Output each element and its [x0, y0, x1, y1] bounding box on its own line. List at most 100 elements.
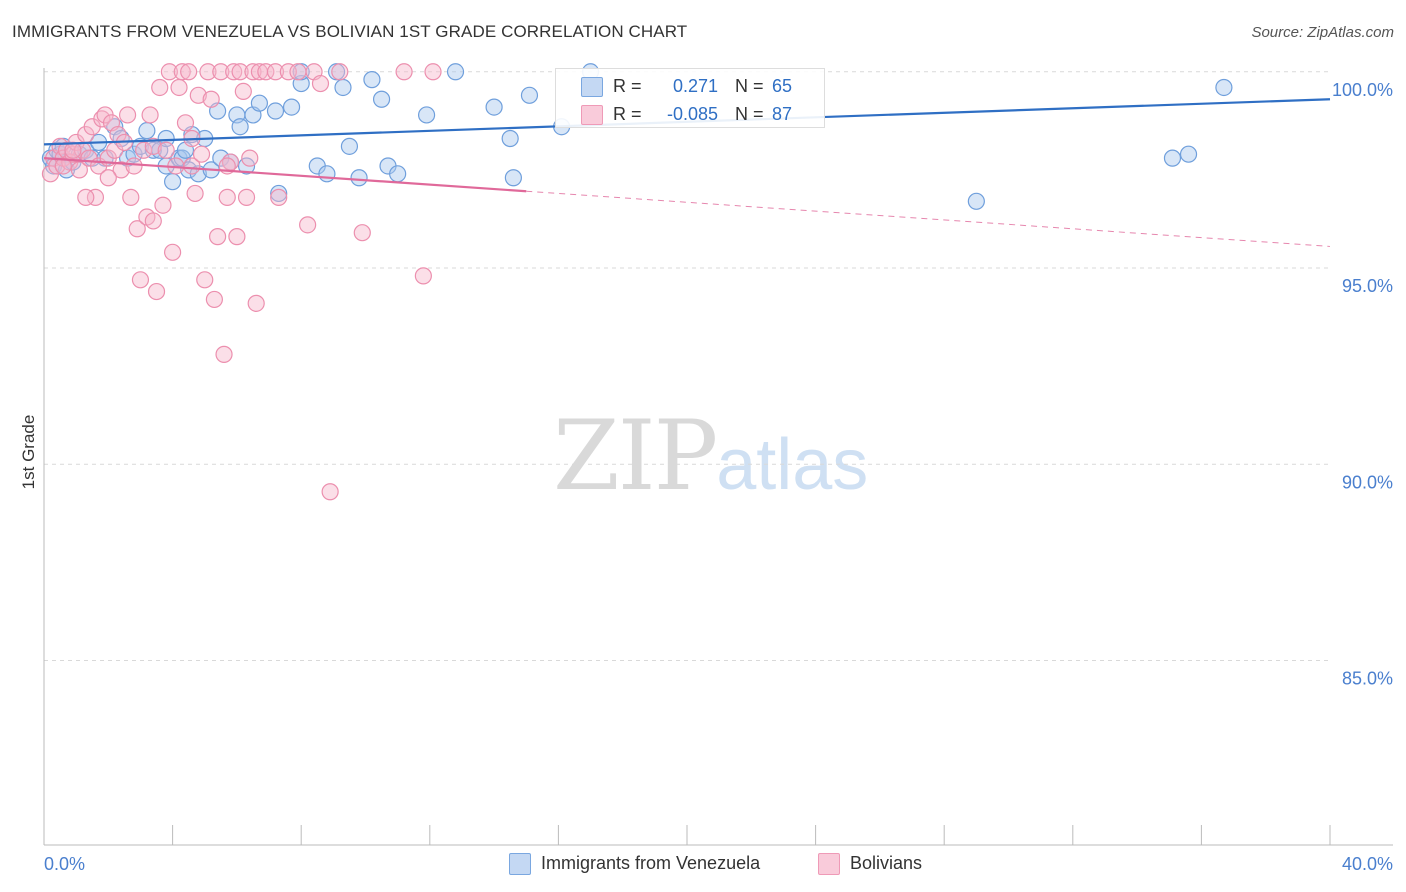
bolivian-point [395, 63, 413, 81]
bolivian-point [257, 63, 275, 81]
bolivian-trend-line [43, 157, 527, 193]
bolivian-trend-extension [526, 190, 1331, 247]
venezuela-point [1163, 149, 1182, 167]
bolivian-point [279, 63, 297, 81]
venezuela-point [485, 98, 503, 116]
bolivian-point [299, 216, 317, 234]
venezuela-point [231, 118, 249, 136]
bolivian-point [266, 63, 285, 81]
bolivian-point [212, 63, 230, 81]
bolivian-point [247, 294, 265, 312]
venezuela-point [363, 71, 381, 89]
chart-title: IMMIGRANTS FROM VENEZUELA VS BOLIVIAN 1S… [12, 22, 688, 41]
legend-n-label: N = [735, 104, 764, 124]
bolivian-legend-swatch [818, 853, 840, 875]
bolivian-point [147, 282, 166, 301]
bolivian-point [186, 184, 204, 203]
bolivian-legend-label: Bolivians [850, 853, 923, 873]
bolivian-point [205, 290, 223, 309]
venezuela-point [446, 63, 465, 81]
watermark-zip: ZIP [553, 400, 718, 512]
bolivian-point [270, 188, 288, 206]
bolivian-point [173, 63, 191, 81]
bolivian-point [131, 271, 150, 289]
bolivian-point [237, 188, 256, 206]
bolivian-point [122, 188, 140, 206]
bolivian-point [228, 228, 246, 246]
venezuela-point [157, 129, 175, 148]
bolivian-point [144, 212, 162, 230]
y-tick-label: 90.0% [1342, 472, 1393, 492]
bolivian-point [154, 196, 172, 214]
venezuela-swatch [581, 77, 603, 97]
bolivian-point [241, 149, 259, 167]
venezuela-point [1179, 145, 1198, 163]
legend-r-label: R = [613, 76, 642, 96]
venezuela-point [138, 122, 156, 140]
bolivian-point [231, 63, 249, 81]
correlation-legend: R = 0.271 N = 65 R = -0.085 N = 87 [555, 68, 825, 128]
venezuela-point [1215, 78, 1233, 97]
watermark: ZIPatlas [553, 400, 868, 512]
venezuela-point [967, 192, 985, 210]
bolivian-point [125, 157, 143, 175]
venezuela-point [334, 78, 352, 97]
bolivian-point [234, 82, 252, 101]
venezuela-point [270, 184, 288, 203]
venezuela-point [504, 169, 522, 187]
y-tick-label: 100.0% [1332, 80, 1393, 100]
bolivian-point [215, 345, 233, 363]
bolivian-point [331, 63, 349, 81]
bolivian-point [199, 63, 217, 81]
bolivian-point [86, 188, 105, 206]
venezuela-legend-label: Immigrants from Venezuela [541, 853, 761, 873]
bolivian-point [70, 161, 88, 179]
bolivian-point [202, 90, 220, 108]
bolivian-point [151, 78, 169, 97]
venezuela-legend-swatch [509, 853, 531, 875]
legend-n-value: 87 [772, 104, 793, 124]
legend-r-value: 0.271 [672, 76, 718, 96]
bolivian-point [225, 63, 243, 81]
watermark-atlas: atlas [716, 425, 869, 505]
legend-row-venezuela: R = 0.271 N = 65 [556, 74, 824, 98]
bolivian-point [196, 271, 214, 289]
bolivian-point [192, 145, 211, 163]
bolivian-point [128, 220, 146, 238]
bolivian-point [209, 228, 227, 246]
bolivian-point [424, 63, 442, 81]
bolivian-point [170, 78, 188, 97]
venezuela-point [164, 173, 182, 191]
bolivian-point [112, 161, 130, 179]
venezuela-point [250, 94, 269, 112]
legend-n-value: 65 [772, 76, 793, 96]
bolivian-point [144, 137, 162, 155]
bolivian-point [99, 169, 117, 187]
bolivian-point [311, 74, 330, 93]
bolivian-point [218, 188, 236, 206]
bolivian-point [176, 114, 195, 132]
bolivian-point [118, 106, 137, 124]
venezuela-point [282, 98, 301, 116]
bolivian-point [135, 141, 153, 159]
legend-n-label: N = [735, 76, 764, 96]
venezuela-point [318, 165, 336, 183]
y-tick-label: 85.0% [1342, 669, 1393, 689]
y-axis-label: 1st Grade [19, 415, 38, 490]
venezuela-point [340, 137, 359, 155]
bolivian-point [183, 157, 201, 175]
venezuela-point [501, 129, 519, 148]
legend-r-label: R = [613, 104, 642, 124]
x-tick-label: 40.0% [1342, 854, 1393, 874]
bolivian-point [180, 63, 198, 81]
bolivian-point [164, 243, 182, 261]
bolivian-point [141, 106, 159, 124]
bolivian-point [353, 224, 371, 242]
venezuela-point [144, 141, 162, 159]
bolivian-point [289, 63, 307, 81]
bolivian-swatch [581, 105, 603, 125]
x-tick-label: 0.0% [44, 854, 85, 874]
series-legend-venezuela: Immigrants from Venezuela [509, 852, 809, 876]
bolivian-point [64, 141, 82, 159]
